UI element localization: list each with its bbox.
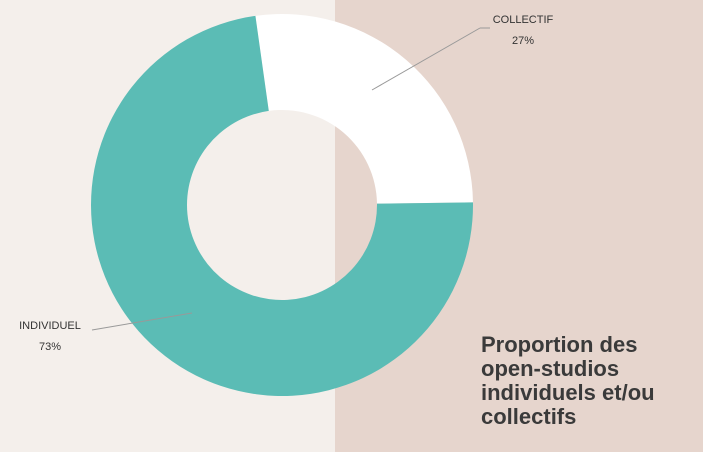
collectif-slice <box>255 13 473 204</box>
individuel-leader-line <box>91 312 193 331</box>
collectif-value-label: 27% <box>512 35 534 47</box>
individuel-slice <box>91 15 473 397</box>
individuel-label: INDIVIDUEL <box>19 320 81 332</box>
collectif-label: COLLECTIF <box>493 14 554 26</box>
chart-title: Proportion des open-studios individuels … <box>481 332 655 429</box>
individuel-value-label: 73% <box>39 341 61 353</box>
collectif-leader-line <box>371 27 481 91</box>
